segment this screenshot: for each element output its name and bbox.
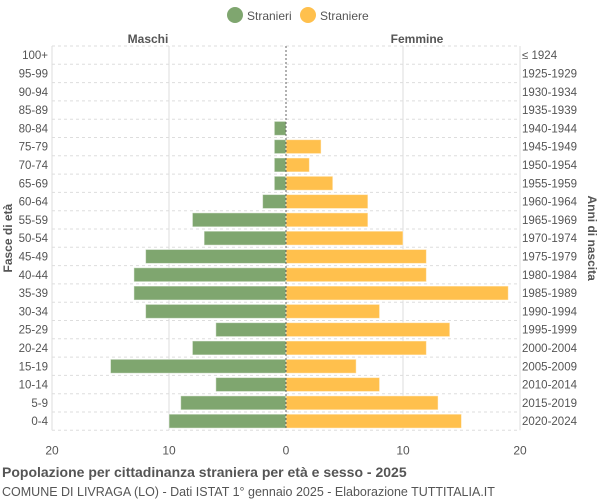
birth-year-label: 1940-1944: [522, 123, 578, 135]
right-header: Femmine: [391, 32, 444, 46]
bar-male-80-84: [273, 120, 287, 136]
y-axis-title-left: Fasce di età: [1, 203, 15, 272]
birth-year-label: 1955-1959: [522, 178, 577, 190]
legend-label-stranieri: Stranieri: [247, 9, 292, 23]
age-label: 15-19: [19, 361, 48, 373]
birth-year-label: 1950-1954: [522, 160, 578, 172]
bar-male-5-9: [180, 395, 287, 411]
birth-year-label: 1970-1974: [522, 233, 578, 245]
birth-year-label: 2020-2024: [522, 416, 578, 428]
bar-male-75-79: [273, 139, 287, 155]
bar-female-30-34: [285, 303, 381, 319]
bar-female-75-79: [285, 139, 322, 155]
birth-year-label: 1935-1939: [522, 105, 577, 117]
bar-male-10-14: [215, 377, 287, 393]
x-tick-label: 10: [162, 443, 176, 457]
bar-female-20-24: [285, 340, 427, 356]
birth-year-label: 1995-1999: [522, 325, 577, 337]
chart-subtitle: COMUNE DI LIVRAGA (LO) - Dati ISTAT 1° g…: [2, 485, 495, 499]
bar-male-55-59: [191, 212, 287, 228]
y-axis-title-right: Anni di nascita: [585, 195, 599, 281]
age-label: 65-69: [19, 178, 48, 190]
x-tick-label: 10: [396, 443, 410, 457]
bar-female-55-59: [285, 212, 369, 228]
birth-year-label: 1985-1989: [522, 288, 577, 300]
age-label: 85-89: [19, 105, 48, 117]
age-label: 75-79: [19, 142, 48, 154]
x-tick-label: 0: [283, 443, 290, 457]
bar-male-20-24: [191, 340, 287, 356]
bar-female-15-19: [285, 358, 357, 374]
birth-year-label: 1980-1984: [522, 270, 578, 282]
age-label: 45-49: [19, 251, 48, 263]
bar-male-30-34: [145, 303, 287, 319]
age-label: 60-64: [19, 197, 49, 209]
birth-year-label: 2015-2019: [522, 398, 577, 410]
age-label: 50-54: [19, 233, 49, 245]
age-label: 10-14: [19, 380, 49, 392]
bar-female-10-14: [285, 377, 381, 393]
legend-marker-stranieri: [227, 7, 243, 23]
birth-year-label: 1930-1934: [522, 87, 578, 99]
birth-year-label: 1945-1949: [522, 142, 577, 154]
bar-female-60-64: [285, 194, 369, 210]
age-label: 100+: [22, 50, 48, 62]
bar-female-5-9: [285, 395, 439, 411]
age-label: 30-34: [19, 306, 49, 318]
age-label: 35-39: [19, 288, 48, 300]
birth-year-label: 2000-2004: [522, 343, 578, 355]
bar-female-70-74: [285, 157, 310, 173]
bar-male-60-64: [262, 194, 287, 210]
birth-year-label: 1965-1969: [522, 215, 577, 227]
birth-year-label: 1975-1979: [522, 251, 577, 263]
birth-year-label: 1990-1994: [522, 306, 578, 318]
age-label: 95-99: [19, 68, 48, 80]
age-label: 25-29: [19, 325, 48, 337]
bar-male-50-54: [203, 230, 287, 246]
bar-female-40-44: [285, 267, 427, 283]
birth-year-label: 1960-1964: [522, 197, 578, 209]
x-tick-label: 20: [513, 443, 527, 457]
population-pyramid-chart: Stranieri Straniere Maschi Femmine 100+ ≤ 192…: [1, 7, 599, 457]
birth-year-label: 1925-1929: [522, 68, 577, 80]
birth-year-label: 2005-2009: [522, 361, 577, 373]
bar-male-25-29: [215, 322, 287, 338]
birth-year-label: 2010-2014: [522, 380, 578, 392]
age-label: 5-9: [31, 398, 48, 410]
legend-marker-straniere: [300, 7, 316, 23]
age-label: 70-74: [19, 160, 49, 172]
bar-male-65-69: [273, 175, 287, 191]
bar-female-65-69: [285, 175, 334, 191]
bar-female-45-49: [285, 248, 427, 264]
age-label: 90-94: [19, 87, 49, 99]
legend-label-straniere: Straniere: [320, 9, 369, 23]
bar-female-35-39: [285, 285, 509, 301]
bar-male-0-4: [168, 413, 287, 429]
bar-female-50-54: [285, 230, 404, 246]
birth-year-label: ≤ 1924: [522, 50, 558, 62]
bar-male-45-49: [145, 248, 287, 264]
bar-male-40-44: [133, 267, 287, 283]
x-tick-label: 20: [45, 443, 59, 457]
left-header: Maschi: [128, 32, 169, 46]
bar-male-70-74: [273, 157, 287, 173]
bar-female-0-4: [285, 413, 462, 429]
age-label: 80-84: [19, 123, 49, 135]
chart-title: Popolazione per cittadinanza straniera p…: [2, 464, 407, 480]
bar-male-15-19: [110, 358, 287, 374]
age-label: 0-4: [31, 416, 48, 428]
bar-female-25-29: [285, 322, 451, 338]
bar-male-35-39: [133, 285, 287, 301]
age-label: 55-59: [19, 215, 48, 227]
age-label: 20-24: [19, 343, 49, 355]
age-label: 40-44: [19, 270, 49, 282]
